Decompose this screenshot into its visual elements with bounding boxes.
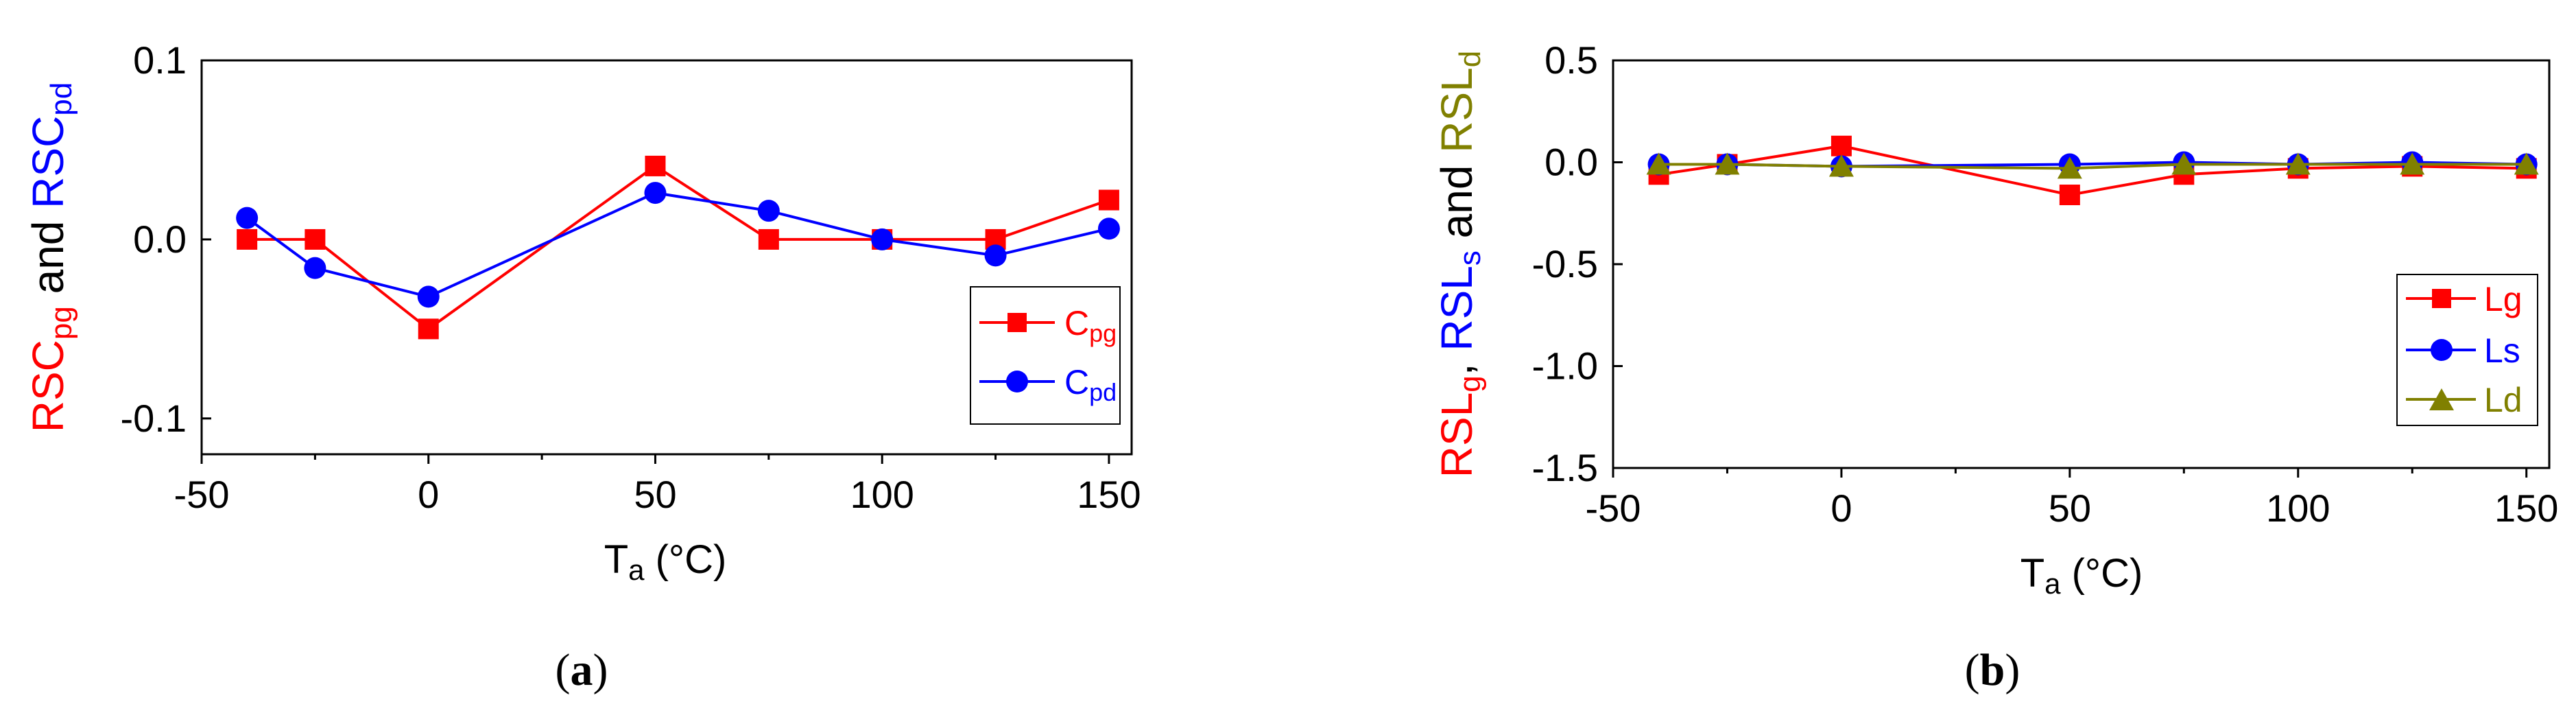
panel-b-ylabel: RSLg, RSLs and RSLd: [1432, 51, 1487, 478]
panel-b-xlabel: Ta (°C): [2020, 551, 2143, 600]
legend-item-ls: Ls: [2484, 331, 2520, 370]
panel-a-frame: [200, 59, 1133, 456]
panel-a: -0.10.00.1 -50 0 50 100 150 RSCpg and RSCpd …: [23, 38, 1141, 695]
data-point-ld: [1828, 154, 1854, 177]
data-point-ld: [1646, 152, 1671, 175]
data-point-ld: [2171, 152, 2197, 175]
panel-b-ytick-label: -1.5: [1532, 446, 1599, 489]
panel-a-ytick-label: 0.1: [133, 38, 187, 82]
panel-b-ytick-label: -0.5: [1532, 242, 1599, 285]
panel-a-ylabel: RSCpg and RSCpd: [23, 82, 78, 433]
data-point-cpd: [417, 285, 440, 308]
data-point-cpd: [236, 207, 259, 229]
data-point-cpd: [1097, 218, 1120, 240]
panel-a-xtick-label: -50: [174, 473, 230, 516]
data-point-cpd: [871, 228, 894, 250]
series-line-cpd: [246, 191, 1110, 298]
panel-a-ytick-label: -0.1: [121, 397, 187, 440]
series-line-ld: [1658, 163, 2527, 170]
panel-b-xtick-label: 150: [2494, 487, 2558, 530]
panel-a-caption: (a): [556, 645, 608, 695]
panel-b-xtick-label: -50: [1586, 487, 1641, 530]
panel-a-xlabel: Ta (°C): [604, 537, 727, 586]
data-point-cpg: [758, 228, 779, 250]
data-point-ld: [1715, 152, 1740, 175]
panel-a-xtick-label: 100: [850, 473, 914, 516]
data-point-cpd: [304, 257, 326, 279]
panel-b-caption: (b): [1965, 645, 2020, 695]
panel-b: -1.5 -1.0 -0.5 0.0 0.5 -50 0 50 100 150 RSLg, RS…: [1432, 38, 2558, 695]
data-point-cpg: [1098, 189, 1119, 211]
data-point-lg: [2059, 185, 2080, 206]
panel-b-xtick-label: 100: [2266, 487, 2330, 530]
panel-a-ytick-label: 0.0: [133, 218, 187, 261]
panel-b-legend: Lg Ls Ld: [2396, 274, 2538, 426]
data-point-cpg: [645, 155, 666, 176]
panel-b-xtick-label: 0: [1830, 487, 1852, 530]
data-point-cpg: [418, 318, 439, 340]
data-point-cpd: [984, 244, 1007, 267]
legend-item-ld: Ld: [2484, 381, 2523, 419]
data-point-cpg: [305, 228, 326, 250]
data-point-ld: [2285, 152, 2311, 175]
series-line-lg: [1658, 144, 2527, 197]
panel-a-xtick-label: 0: [418, 473, 439, 516]
data-point-cpg: [237, 228, 258, 250]
legend-item-lg: Lg: [2484, 280, 2523, 318]
panel-b-ytick-label: -1.0: [1532, 344, 1599, 388]
panel-b-ytick-label: 0.0: [1545, 141, 1598, 184]
data-point-cpd: [757, 200, 780, 222]
data-point-lg: [1830, 135, 1852, 156]
panel-b-ytick-label: 0.5: [1545, 38, 1598, 82]
panel-a-legend: Cpg Cpd: [970, 286, 1121, 425]
panel-a-xtick-label: 150: [1077, 473, 1141, 516]
panel-a-xtick-label: 50: [634, 473, 676, 516]
data-point-ld: [2514, 152, 2539, 175]
data-point-cpd: [644, 182, 667, 204]
panel-b-xtick-label: 50: [2049, 487, 2091, 530]
data-point-ld: [2400, 152, 2425, 175]
data-point-ld: [2057, 156, 2082, 179]
